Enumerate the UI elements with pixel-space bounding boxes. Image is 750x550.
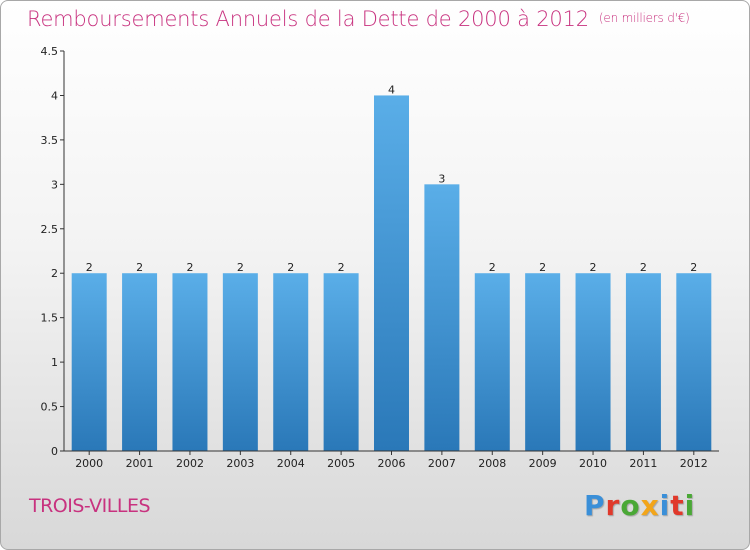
data-label-2009: 2 — [539, 261, 546, 274]
y-tick-label: 0 — [51, 445, 58, 458]
y-tick-label: 3.5 — [41, 134, 59, 147]
x-tick-label-2007: 2007 — [428, 457, 456, 470]
chart-title: Remboursements Annuels de la Dette de 20… — [27, 7, 690, 31]
data-label-2010: 2 — [590, 261, 597, 274]
data-label-2002: 2 — [186, 261, 193, 274]
logo-letter: i — [684, 489, 696, 522]
data-label-2001: 2 — [136, 261, 143, 274]
y-tick-label: 4 — [51, 89, 58, 102]
bar-2011 — [625, 273, 661, 451]
bar-2002 — [172, 273, 208, 451]
proxiti-logo: Proxiti — [584, 489, 695, 522]
x-tick-label-2003: 2003 — [226, 457, 254, 470]
y-tick-label: 2.5 — [41, 223, 59, 236]
x-tick-label-2010: 2010 — [579, 457, 607, 470]
data-label-2003: 2 — [237, 261, 244, 274]
bar-2004 — [273, 273, 309, 451]
data-label-2008: 2 — [489, 261, 496, 274]
logo-letter: x — [640, 489, 660, 522]
bar-2008 — [474, 273, 510, 451]
y-tick-label: 1 — [51, 356, 58, 369]
bar-2009 — [525, 273, 561, 451]
commune-name: TROIS-VILLES — [29, 495, 151, 517]
bar-2001 — [122, 273, 158, 451]
y-tick-label: 4.5 — [41, 45, 59, 58]
logo-letter: r — [605, 489, 621, 522]
bars: 2 2 2 2 2 2 4 3 2 2 2 2 2 — [71, 83, 712, 452]
bar-2012 — [676, 273, 712, 451]
bar-2010 — [575, 273, 611, 451]
data-label-2005: 2 — [338, 261, 345, 274]
x-axis: 2000 2001 2002 2003 2004 2005 2006 2007 2008 2009… — [64, 450, 719, 470]
y-tick-label: 2 — [51, 267, 58, 280]
logo-letter: t — [670, 489, 685, 522]
y-tick-label: 0.5 — [41, 401, 59, 414]
data-label-2000: 2 — [86, 261, 93, 274]
y-tick-label: 3 — [51, 178, 58, 191]
x-tick-label-2005: 2005 — [327, 457, 355, 470]
logo-letter: o — [620, 489, 641, 522]
y-axis: 0 0.5 1 1.5 2 2.5 3 3.5 4 4.5 — [41, 45, 65, 458]
x-tick-label-2006: 2006 — [378, 457, 406, 470]
data-label-2004: 2 — [287, 261, 294, 274]
bar-2000 — [71, 273, 107, 451]
x-tick-label-2004: 2004 — [277, 457, 305, 470]
data-label-2006: 4 — [388, 83, 395, 96]
logo-letter: i — [659, 489, 671, 522]
data-label-2011: 2 — [640, 261, 647, 274]
data-label-2012: 2 — [690, 261, 697, 274]
x-tick-label-2012: 2012 — [680, 457, 708, 470]
x-tick-label-2002: 2002 — [176, 457, 204, 470]
bar-2007 — [424, 184, 460, 452]
chart-unit: (en milliers d'€) — [598, 11, 690, 25]
logo-letter: P — [584, 489, 606, 522]
x-tick-label-2000: 2000 — [75, 457, 103, 470]
bar-2006 — [374, 95, 409, 451]
x-tick-label-2009: 2009 — [529, 457, 557, 470]
data-label-2007: 3 — [438, 172, 445, 185]
x-tick-label-2001: 2001 — [126, 457, 154, 470]
x-tick-label-2011: 2011 — [629, 457, 657, 470]
chart-title-text: Remboursements Annuels de la Dette de 20… — [27, 7, 589, 31]
bar-2005 — [323, 273, 359, 451]
y-tick-label: 1.5 — [41, 312, 59, 325]
bar-2003 — [222, 273, 258, 451]
x-tick-label-2008: 2008 — [478, 457, 506, 470]
